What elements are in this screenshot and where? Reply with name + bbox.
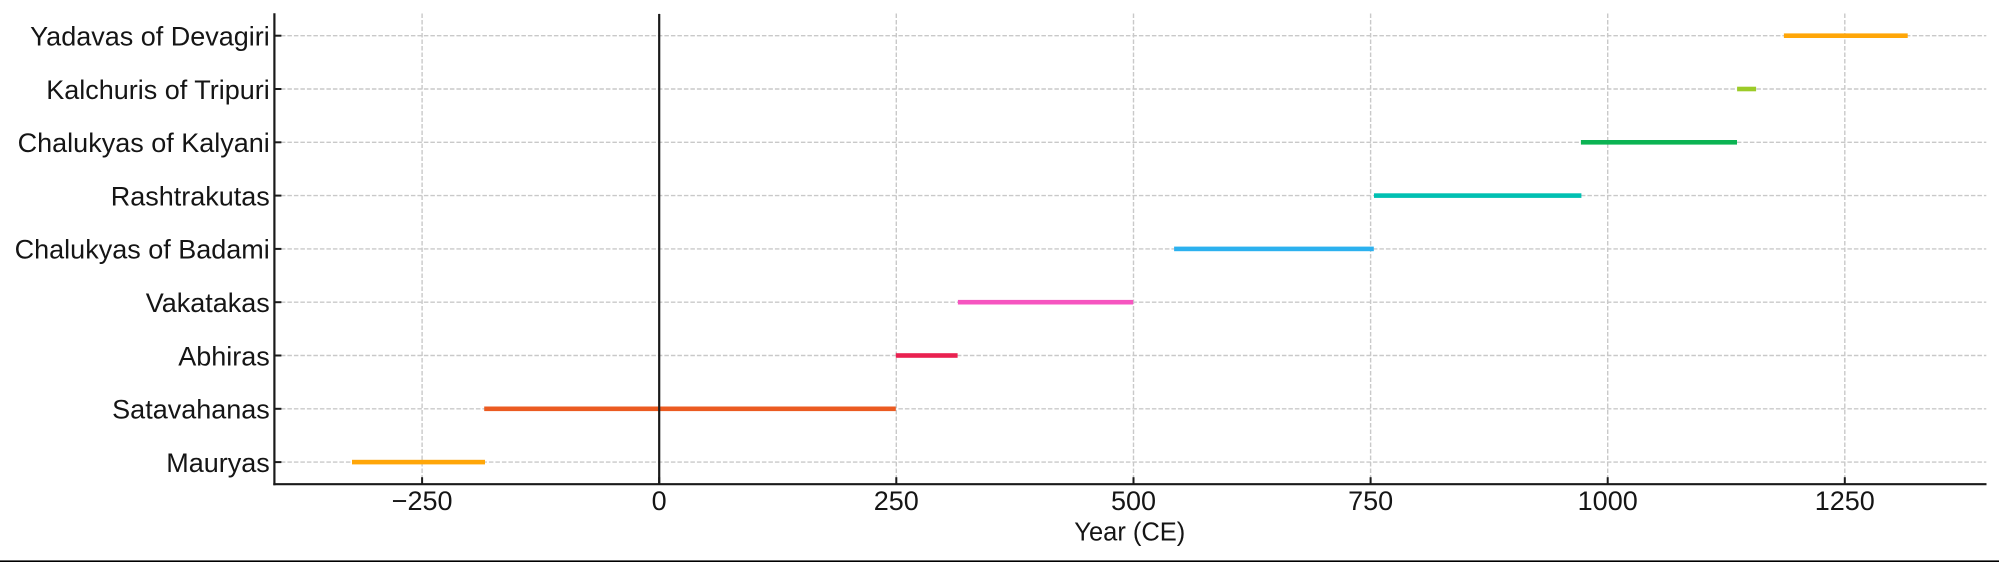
svg-text:Chalukyas of Kalyani: Chalukyas of Kalyani (18, 128, 270, 158)
svg-text:1250: 1250 (1815, 486, 1875, 516)
svg-text:Mauryas: Mauryas (166, 448, 270, 478)
svg-text:Satavahanas: Satavahanas (112, 395, 270, 425)
svg-text:250: 250 (874, 486, 919, 516)
svg-text:Yadavas of Devagiri: Yadavas of Devagiri (30, 22, 270, 52)
svg-text:Chalukyas of Badami: Chalukyas of Badami (15, 235, 270, 265)
svg-text:750: 750 (1348, 486, 1393, 516)
svg-text:Abhiras: Abhiras (178, 341, 270, 371)
svg-text:Kalchuris of Tripuri: Kalchuris of Tripuri (46, 75, 270, 105)
svg-text:Year (CE): Year (CE) (1074, 519, 1185, 547)
svg-text:Vakatakas: Vakatakas (146, 288, 270, 318)
svg-text:1000: 1000 (1578, 486, 1638, 516)
svg-text:−250: −250 (392, 486, 453, 516)
svg-text:0: 0 (652, 486, 667, 516)
svg-text:Rashtrakutas: Rashtrakutas (111, 181, 270, 211)
svg-text:500: 500 (1111, 486, 1156, 516)
